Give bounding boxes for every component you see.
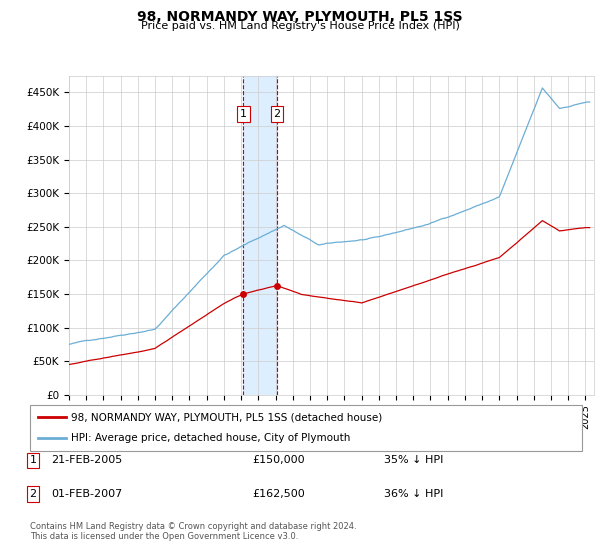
Text: 2: 2 bbox=[274, 109, 280, 119]
Text: £162,500: £162,500 bbox=[252, 489, 305, 499]
Text: Contains HM Land Registry data © Crown copyright and database right 2024.
This d: Contains HM Land Registry data © Crown c… bbox=[30, 522, 356, 542]
Text: 98, NORMANDY WAY, PLYMOUTH, PL5 1SS: 98, NORMANDY WAY, PLYMOUTH, PL5 1SS bbox=[137, 10, 463, 24]
Text: 2: 2 bbox=[29, 489, 37, 499]
Text: 1: 1 bbox=[240, 109, 247, 119]
Text: 01-FEB-2007: 01-FEB-2007 bbox=[51, 489, 122, 499]
Text: 35% ↓ HPI: 35% ↓ HPI bbox=[384, 455, 443, 465]
Text: 21-FEB-2005: 21-FEB-2005 bbox=[51, 455, 122, 465]
Text: 36% ↓ HPI: 36% ↓ HPI bbox=[384, 489, 443, 499]
Text: £150,000: £150,000 bbox=[252, 455, 305, 465]
Text: HPI: Average price, detached house, City of Plymouth: HPI: Average price, detached house, City… bbox=[71, 433, 351, 444]
Text: Price paid vs. HM Land Registry's House Price Index (HPI): Price paid vs. HM Land Registry's House … bbox=[140, 21, 460, 31]
FancyBboxPatch shape bbox=[30, 405, 582, 451]
Text: 1: 1 bbox=[29, 455, 37, 465]
Text: 98, NORMANDY WAY, PLYMOUTH, PL5 1SS (detached house): 98, NORMANDY WAY, PLYMOUTH, PL5 1SS (det… bbox=[71, 412, 383, 422]
Bar bbox=[244, 76, 277, 395]
